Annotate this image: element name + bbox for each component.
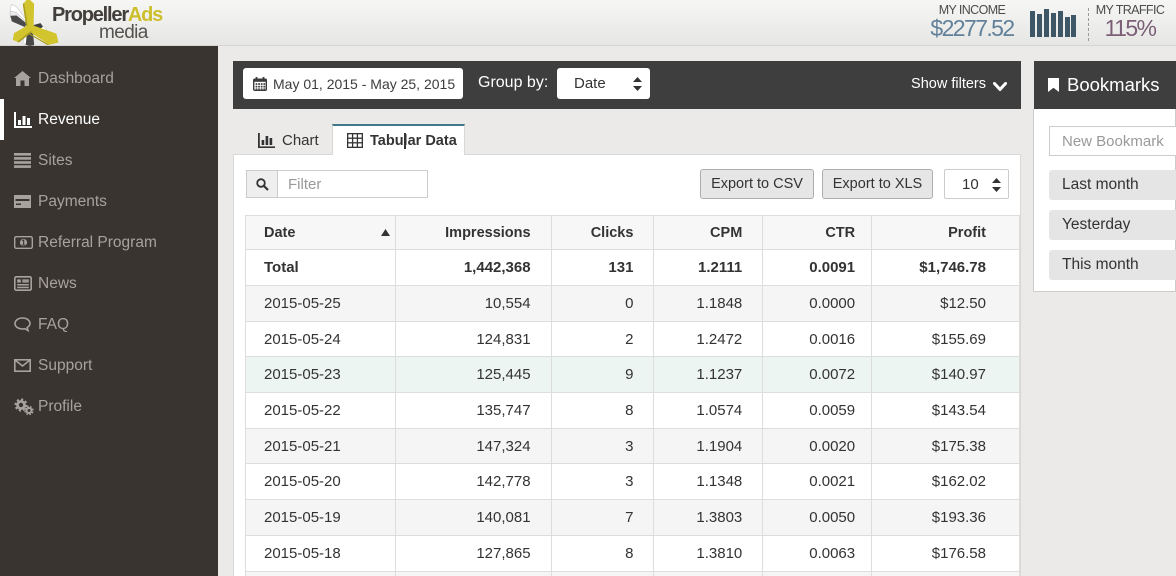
svg-text:1: 1 bbox=[21, 238, 26, 247]
